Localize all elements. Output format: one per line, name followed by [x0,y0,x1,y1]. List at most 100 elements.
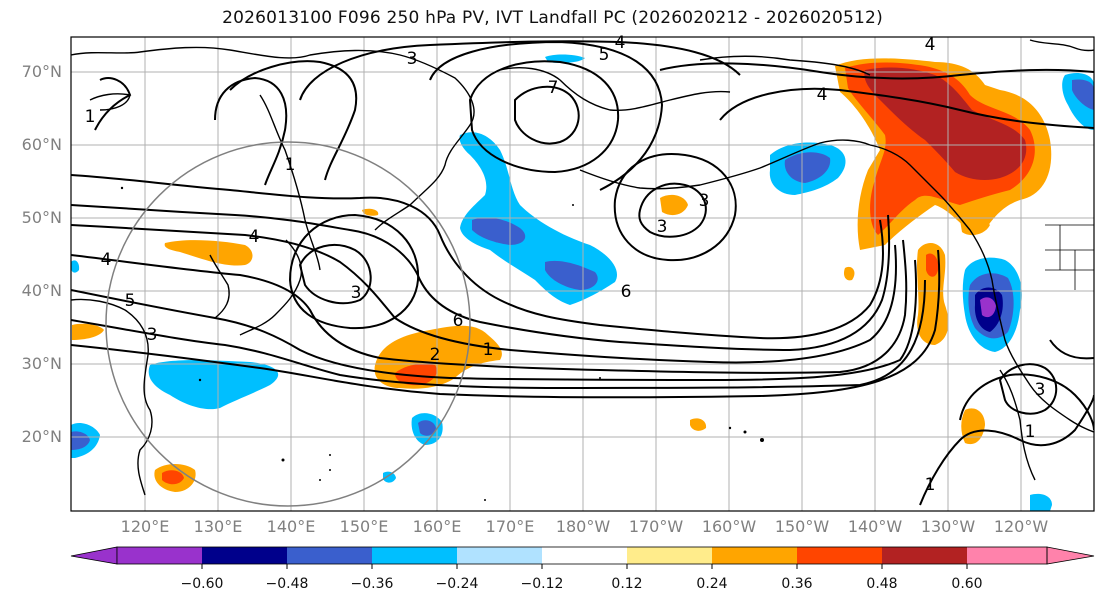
pv-contour-mexico-high [998,363,1058,415]
radius-circle [105,141,471,507]
colorbar-tick-label: 0.24 [696,576,728,592]
western-aleutian-cyan-patch [459,132,618,305]
pv-contour-9 [71,249,941,399]
pv-contour-japan-low [298,244,372,305]
small-cyan-patch [383,471,396,483]
lon-label: 150°E [339,517,389,536]
pv-contour-japan-low-outer [288,213,420,330]
small-orange-patch [843,266,855,281]
pv-label: 4 [925,35,936,55]
pv-contour-outer-south [71,174,884,340]
colorbar-extend-max [1046,546,1095,565]
colorbar-bin [202,547,287,564]
lon-label: 160°E [412,517,462,536]
coastlines [71,39,1094,496]
west-edge-cyan-patch [71,260,80,273]
state-borders [1045,224,1094,290]
colorbar-bin [372,547,457,564]
colorbar [70,546,1095,569]
lon-label: 120°W [993,517,1049,536]
pv-contour-mexico-outer [959,373,1094,431]
pv-contours [71,40,1094,506]
graticule [71,37,1094,511]
colorbar-extend-min [70,546,118,565]
colorbar-frame [116,546,1048,565]
west-edge-orange-patch [72,323,104,340]
pv-label: 5 [125,291,136,311]
lon-label: 130°W [920,517,976,536]
offshore-orange-patch [917,243,949,345]
washington-orange-patch [960,217,990,236]
pv-label: 4 [817,85,828,105]
lat-label: 70°N [21,62,62,81]
southeast-cyan-patch [1030,493,1052,511]
colorbar-tick-label: −0.36 [350,576,394,592]
pv-contour-bering-high [514,85,580,145]
pv-label: 1 [483,340,494,360]
lon-label: 120°E [120,517,170,536]
colorbar-tick-label: −0.24 [435,576,479,592]
lon-label: 180°W [555,517,611,536]
pv-label: 2 [430,345,441,365]
figure-title: 2026013100 F096 250 hPa PV, IVT Landfall… [222,8,883,28]
aleutian-chain [579,139,871,190]
western-aleutian-blue-patch-1 [472,217,526,245]
south-china-sea-blue-patch [71,431,90,450]
colorbar-bin [457,547,542,564]
pv-contour-7 [71,259,918,382]
colorbar-ticks [201,564,968,569]
lat-label: 40°N [21,281,62,300]
california-purple-patch [980,297,996,318]
pv-contour-4 [71,204,891,352]
chukotka-alaska-north [499,67,731,112]
colorbar-tick-label: 0.48 [866,576,898,592]
pv-label: 6 [453,311,464,331]
lon-label: 170°E [485,517,535,536]
colorbar-tick-label: 0.60 [951,576,983,592]
pv-label: 3 [657,217,668,237]
japan-arc [239,239,303,336]
colorbar-bin [882,547,967,564]
colorbar-tick-label: −0.48 [265,576,309,592]
pv-contour-west-1 [94,77,132,131]
colorbar-bin [712,547,797,564]
pv-contour-arctic-4 [659,62,1094,80]
pv-label: 3 [1035,380,1046,400]
pv-label: 3 [699,191,710,211]
pv-label: 6 [621,282,632,302]
colorbar-bin [287,547,372,564]
alaska-arctic [699,55,871,76]
tiny-orange-patch [362,208,379,216]
pv-label: 3 [147,325,158,345]
lat-label: 60°N [21,135,62,154]
pv-label: 7 [548,78,559,98]
lat-label: 30°N [21,354,62,373]
kamchatka-west [259,94,321,271]
pv-label: 1 [925,475,936,495]
colorbar-bin [627,547,712,564]
pacific-islands [120,186,764,501]
pv-label: 3 [351,283,362,303]
pv-contour-subtropics [919,394,1094,506]
lon-label: 170°W [628,517,684,536]
pv-label: 4 [249,227,260,247]
hudson-blue-patch [1072,79,1094,110]
colorbar-bin [797,547,882,564]
pv-contour-kamchatka [229,60,358,181]
canadian-arctic [1029,39,1094,52]
pv-contour-okhotsk [214,76,288,186]
pv-label: 1 [1025,422,1036,442]
pv-contour-bering-high-outer [468,60,620,174]
china-coast [71,298,153,496]
japan-sea-orange-patch [164,240,253,266]
hawaii-orange-patch [690,418,707,431]
pv-contour-aleutian-low-outer [613,153,737,262]
colorbar-tick-label: 0.36 [781,576,813,592]
pv-contour-arctic-3 [719,87,1094,129]
colorbar-bin [117,547,202,564]
pv-contour-east [1049,339,1094,360]
lat-label: 20°N [21,427,62,446]
pv-contour-labels: 4 5 3 7 4 4 1 4 4 3 5 3 6 6 3 3 2 1 1 1 … [85,33,1046,495]
pv-label: 4 [101,250,112,270]
